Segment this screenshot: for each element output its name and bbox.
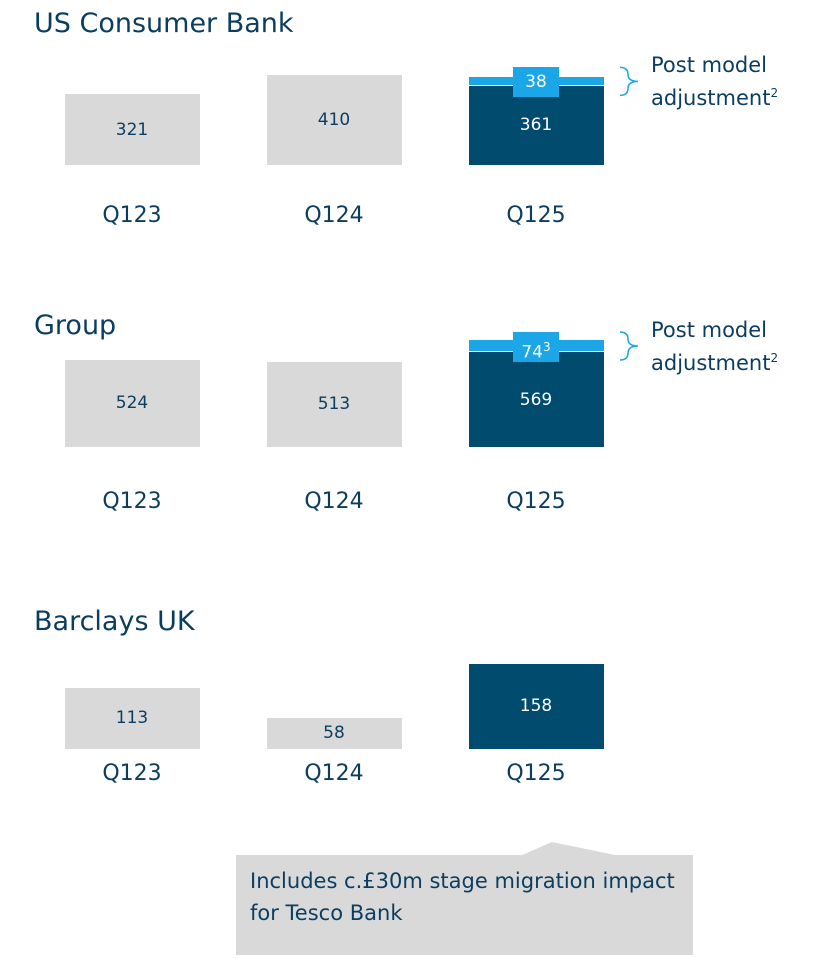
bar	[468, 663, 604, 749]
callout-pointer	[520, 842, 620, 856]
bar	[468, 85, 604, 165]
bar	[64, 94, 200, 165]
adjustment-label: 743	[513, 332, 559, 363]
chart-title: US Consumer Bank	[34, 8, 294, 39]
footnote: 2	[770, 86, 779, 101]
value-label: 113	[115, 708, 149, 729]
chart-title: Barclays UK	[34, 606, 195, 637]
value-label: 321	[115, 119, 149, 140]
category-label: Q125	[506, 489, 566, 514]
bar	[468, 352, 604, 447]
adjustment-label: 38	[513, 67, 559, 98]
bar	[64, 687, 200, 749]
category-label: Q124	[304, 489, 364, 514]
category-label: Q124	[304, 203, 364, 228]
value-label: 158	[519, 696, 553, 717]
footnote: 2	[770, 351, 779, 365]
category-label: Q123	[102, 203, 162, 228]
category-label: Q123	[102, 761, 162, 786]
category-label: Q124	[304, 761, 364, 786]
category-label: Q125	[506, 761, 566, 786]
annotation: Post model adjustment2	[651, 318, 779, 375]
category-label: Q123	[102, 489, 162, 514]
callout: Includes c.£30m stage migration impact f…	[236, 855, 693, 955]
value-label: 361	[519, 115, 553, 136]
brace	[619, 66, 639, 97]
footnote: 3	[543, 340, 551, 354]
bar	[266, 361, 402, 447]
category-label: Q125	[506, 203, 566, 228]
brace	[619, 331, 639, 361]
value-label: 524	[115, 393, 149, 414]
annotation: Post model adjustment2	[651, 53, 779, 111]
value-label: 569	[519, 389, 553, 410]
value-label: 513	[317, 394, 351, 415]
bar	[266, 74, 402, 165]
bar	[266, 717, 402, 749]
bar	[64, 359, 200, 447]
chart-title: Group	[34, 310, 117, 341]
value-label: 58	[323, 723, 345, 744]
value-label: 410	[317, 109, 351, 130]
